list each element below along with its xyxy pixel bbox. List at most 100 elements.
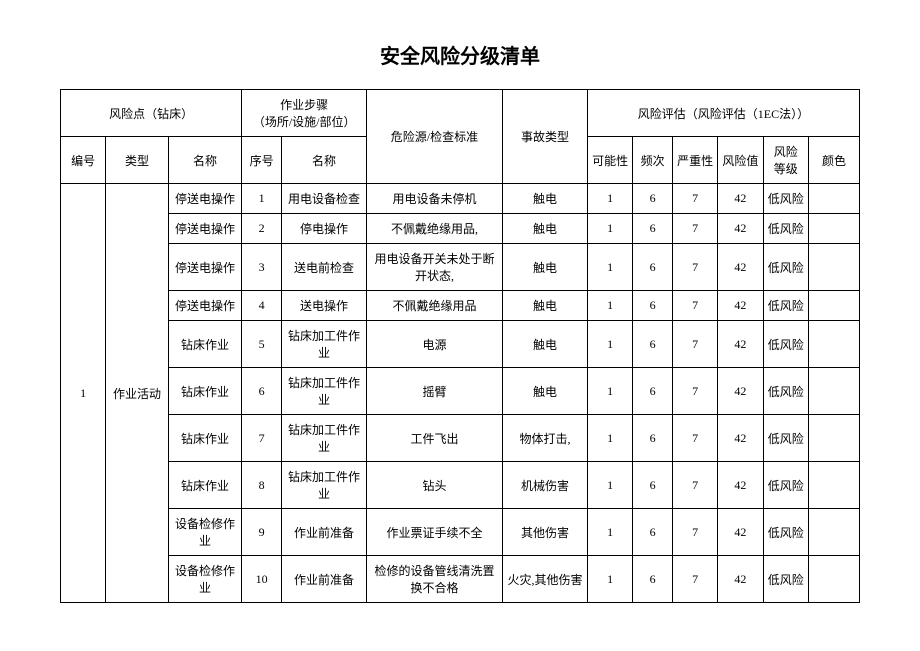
cell-val: 42 <box>718 184 763 214</box>
header-stepname: 名称 <box>281 137 366 184</box>
cell-name: 停送电操作 <box>168 244 242 291</box>
cell-seq: 1 <box>242 184 282 214</box>
cell-val: 42 <box>718 321 763 368</box>
cell-freq: 6 <box>633 291 673 321</box>
cell-name: 钻床作业 <box>168 415 242 462</box>
cell-color <box>808 244 859 291</box>
cell-name: 停送电操作 <box>168 291 242 321</box>
cell-level: 低风险 <box>763 509 808 556</box>
cell-step: 送电前检查 <box>281 244 366 291</box>
cell-accident: 触电 <box>502 244 587 291</box>
cell-accident: 物体打击, <box>502 415 587 462</box>
header-level: 风险 等级 <box>763 137 808 184</box>
cell-name: 钻床作业 <box>168 368 242 415</box>
header-val: 风险值 <box>718 137 763 184</box>
cell-hazard: 工件飞出 <box>366 415 502 462</box>
cell-sev: 7 <box>672 214 717 244</box>
cell-accident: 触电 <box>502 291 587 321</box>
cell-val: 42 <box>718 509 763 556</box>
risk-table: 风险点（钻床） 作业步骤 （场所/设施/部位） 危险源/检查标准 事故类型 风险… <box>60 89 860 603</box>
cell-hazard: 用电设备开关未处于断开状态, <box>366 244 502 291</box>
cell-freq: 6 <box>633 556 673 603</box>
cell-level: 低风险 <box>763 184 808 214</box>
cell-poss: 1 <box>587 184 632 214</box>
cell-sev: 7 <box>672 556 717 603</box>
cell-hazard: 不佩戴绝缘用品 <box>366 291 502 321</box>
cell-color <box>808 368 859 415</box>
cell-level: 低风险 <box>763 321 808 368</box>
table-row: 1作业活动停送电操作1用电设备检查用电设备未停机触电16742低风险 <box>61 184 860 214</box>
cell-poss: 1 <box>587 509 632 556</box>
cell-seq: 8 <box>242 462 282 509</box>
table-row: 钻床作业7钻床加工件作业工件飞出物体打击,16742低风险 <box>61 415 860 462</box>
cell-name: 设备检修作业 <box>168 509 242 556</box>
cell-step: 作业前准备 <box>281 509 366 556</box>
cell-accident: 机械伤害 <box>502 462 587 509</box>
cell-freq: 6 <box>633 184 673 214</box>
cell-name: 停送电操作 <box>168 184 242 214</box>
cell-val: 42 <box>718 415 763 462</box>
cell-color <box>808 214 859 244</box>
cell-level: 低风险 <box>763 415 808 462</box>
cell-poss: 1 <box>587 321 632 368</box>
cell-hazard: 不佩戴绝缘用品, <box>366 214 502 244</box>
cell-sev: 7 <box>672 291 717 321</box>
cell-hazard: 用电设备未停机 <box>366 184 502 214</box>
cell-poss: 1 <box>587 244 632 291</box>
cell-level: 低风险 <box>763 244 808 291</box>
header-steps: 作业步骤 （场所/设施/部位） <box>242 90 367 137</box>
cell-freq: 6 <box>633 244 673 291</box>
cell-step: 送电操作 <box>281 291 366 321</box>
cell-sev: 7 <box>672 244 717 291</box>
cell-accident: 触电 <box>502 321 587 368</box>
cell-step: 钻床加工件作业 <box>281 321 366 368</box>
cell-val: 42 <box>718 368 763 415</box>
cell-step: 作业前准备 <box>281 556 366 603</box>
cell-accident: 其他伤害 <box>502 509 587 556</box>
cell-poss: 1 <box>587 291 632 321</box>
cell-sev: 7 <box>672 509 717 556</box>
cell-hazard: 检修的设备管线清洗置换不合格 <box>366 556 502 603</box>
table-row: 钻床作业6钻床加工件作业摇臂触电16742低风险 <box>61 368 860 415</box>
cell-level: 低风险 <box>763 462 808 509</box>
cell-step: 钻床加工件作业 <box>281 462 366 509</box>
cell-level: 低风险 <box>763 556 808 603</box>
cell-freq: 6 <box>633 368 673 415</box>
header-seq: 序号 <box>242 137 282 184</box>
cell-accident: 火灾,其他伤害 <box>502 556 587 603</box>
cell-poss: 1 <box>587 556 632 603</box>
cell-color <box>808 509 859 556</box>
cell-seq: 4 <box>242 291 282 321</box>
table-row: 停送电操作4送电操作不佩戴绝缘用品触电16742低风险 <box>61 291 860 321</box>
table-row: 停送电操作3送电前检查用电设备开关未处于断开状态,触电16742低风险 <box>61 244 860 291</box>
table-row: 钻床作业5钻床加工件作业电源触电16742低风险 <box>61 321 860 368</box>
cell-poss: 1 <box>587 214 632 244</box>
cell-val: 42 <box>718 291 763 321</box>
header-type: 类型 <box>106 137 168 184</box>
header-freq: 频次 <box>633 137 673 184</box>
cell-name: 设备检修作业 <box>168 556 242 603</box>
cell-freq: 6 <box>633 415 673 462</box>
table-row: 停送电操作2停电操作不佩戴绝缘用品,触电16742低风险 <box>61 214 860 244</box>
table-row: 设备检修作业10作业前准备检修的设备管线清洗置换不合格火灾,其他伤害16742低… <box>61 556 860 603</box>
cell-seq: 2 <box>242 214 282 244</box>
cell-accident: 触电 <box>502 184 587 214</box>
cell-step: 停电操作 <box>281 214 366 244</box>
cell-color <box>808 415 859 462</box>
cell-color <box>808 184 859 214</box>
header-num: 编号 <box>61 137 106 184</box>
cell-seq: 7 <box>242 415 282 462</box>
cell-accident: 触电 <box>502 214 587 244</box>
cell-seq: 6 <box>242 368 282 415</box>
cell-color <box>808 462 859 509</box>
cell-level: 低风险 <box>763 368 808 415</box>
cell-seq: 10 <box>242 556 282 603</box>
cell-level: 低风险 <box>763 291 808 321</box>
cell-freq: 6 <box>633 509 673 556</box>
cell-hazard: 作业票证手续不全 <box>366 509 502 556</box>
cell-poss: 1 <box>587 368 632 415</box>
header-name: 名称 <box>168 137 242 184</box>
cell-name: 钻床作业 <box>168 321 242 368</box>
header-sev: 严重性 <box>672 137 717 184</box>
table-row: 设备检修作业9作业前准备作业票证手续不全其他伤害16742低风险 <box>61 509 860 556</box>
